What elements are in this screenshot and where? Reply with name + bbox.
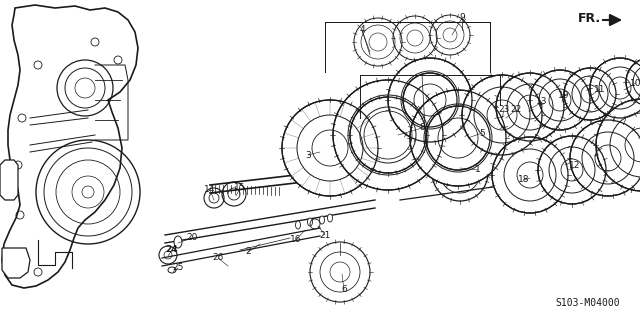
Circle shape <box>462 75 542 155</box>
Text: 18: 18 <box>518 175 530 184</box>
Text: 19: 19 <box>558 91 570 100</box>
Text: 10: 10 <box>630 78 640 87</box>
Polygon shape <box>2 5 138 288</box>
Polygon shape <box>0 160 18 200</box>
Ellipse shape <box>174 236 182 248</box>
Ellipse shape <box>168 267 176 273</box>
Text: 12: 12 <box>570 160 580 169</box>
Circle shape <box>350 97 426 173</box>
Text: 5: 5 <box>479 129 485 137</box>
Circle shape <box>530 70 590 130</box>
Polygon shape <box>2 248 30 278</box>
Ellipse shape <box>319 216 324 224</box>
Text: 24: 24 <box>166 246 179 255</box>
Text: 3: 3 <box>305 151 311 160</box>
Text: 8: 8 <box>419 123 425 132</box>
Ellipse shape <box>296 221 301 229</box>
Ellipse shape <box>307 218 312 226</box>
Circle shape <box>282 100 378 196</box>
Text: FR.: FR. <box>578 11 601 25</box>
Text: 14: 14 <box>204 186 216 195</box>
Text: 25: 25 <box>172 263 184 272</box>
Text: 11: 11 <box>595 85 605 93</box>
Circle shape <box>388 58 472 142</box>
Text: 4: 4 <box>359 26 365 34</box>
Text: S103-M04000: S103-M04000 <box>555 298 620 308</box>
Circle shape <box>426 106 490 170</box>
Circle shape <box>410 90 506 186</box>
Circle shape <box>538 136 606 204</box>
Circle shape <box>333 80 443 190</box>
Ellipse shape <box>328 214 333 222</box>
Text: 26: 26 <box>212 254 224 263</box>
Text: 6: 6 <box>341 286 347 294</box>
Circle shape <box>403 73 457 127</box>
Text: 1: 1 <box>475 166 481 174</box>
Text: 16: 16 <box>291 235 301 244</box>
Circle shape <box>492 137 568 213</box>
Circle shape <box>626 58 640 106</box>
Text: 9: 9 <box>459 13 465 23</box>
Circle shape <box>596 99 640 191</box>
Bar <box>490 155 508 165</box>
Text: 20: 20 <box>186 234 198 242</box>
Text: 13: 13 <box>536 98 548 107</box>
Circle shape <box>570 120 640 196</box>
Text: 22: 22 <box>510 106 522 115</box>
Text: 23: 23 <box>499 106 509 115</box>
Text: 21: 21 <box>319 231 331 240</box>
Text: 15: 15 <box>234 183 246 192</box>
Circle shape <box>564 68 616 120</box>
Circle shape <box>496 73 564 141</box>
Text: 2: 2 <box>245 248 251 256</box>
Circle shape <box>590 58 640 118</box>
